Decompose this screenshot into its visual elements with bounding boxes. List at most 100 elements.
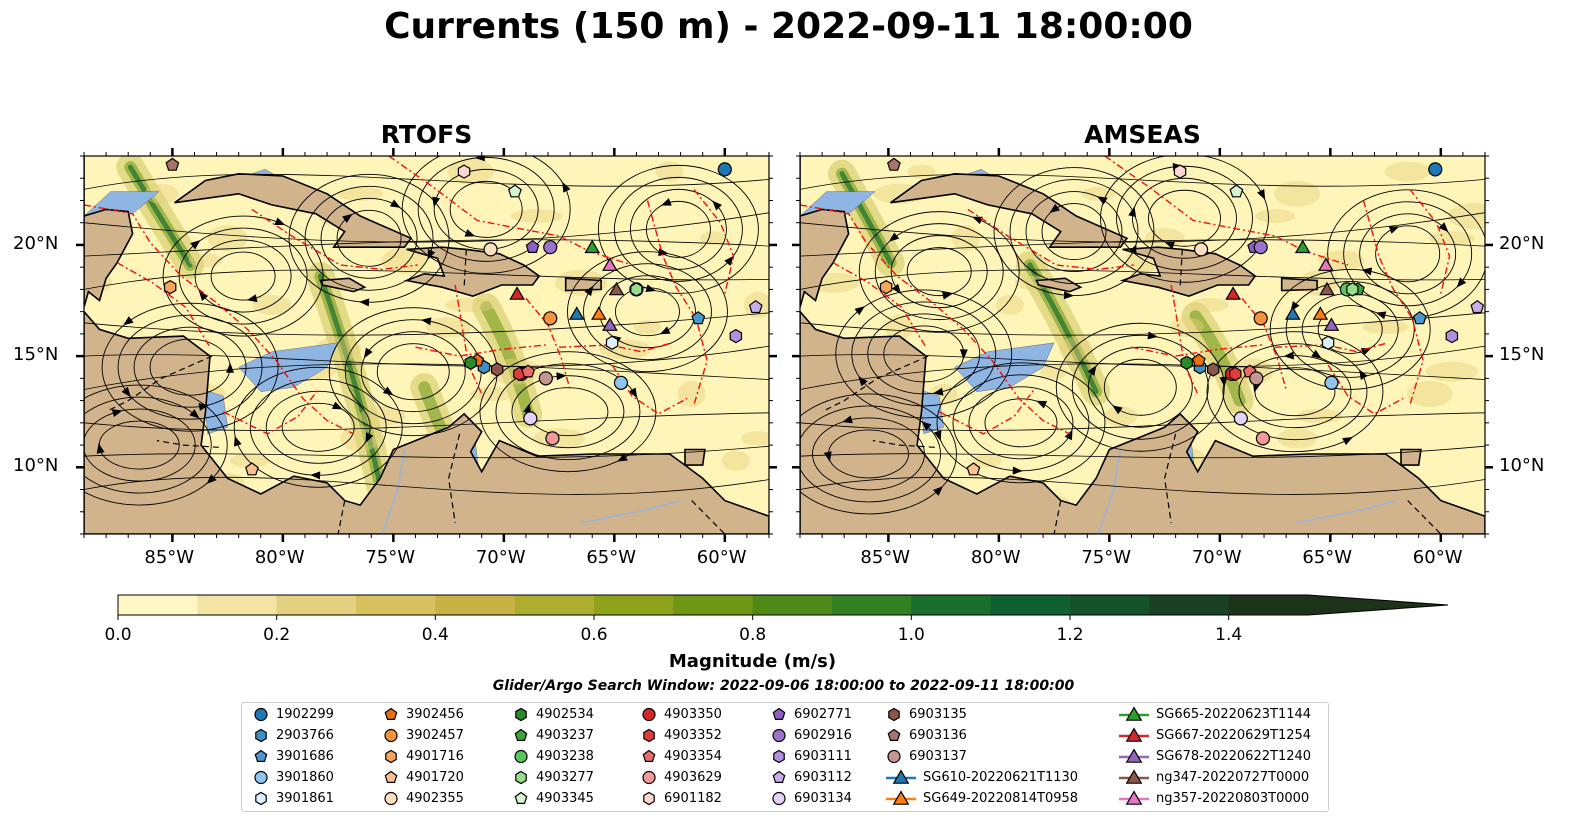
platform-marker-3902457[interactable] xyxy=(1253,311,1268,326)
legend-marker-symbol[interactable] xyxy=(384,770,398,783)
platform-marker-6903112[interactable] xyxy=(748,299,763,314)
platform-marker-4901716[interactable] xyxy=(163,280,177,295)
platform-marker-sg665-20220623t1144[interactable] xyxy=(584,239,601,254)
platform-marker-6903135[interactable] xyxy=(1207,362,1220,377)
platform-marker-ng357-20220803t0000[interactable] xyxy=(1318,257,1334,271)
legend-marker-symbol[interactable] xyxy=(772,770,786,783)
platform-marker-3901861[interactable] xyxy=(605,335,619,350)
platform-marker-1902299[interactable] xyxy=(717,162,732,177)
platform-marker-6902771[interactable] xyxy=(525,239,540,254)
platform-marker-3901860[interactable] xyxy=(1324,375,1339,390)
platform-marker-6903136[interactable] xyxy=(886,157,901,171)
legend-marker-symbol[interactable] xyxy=(384,707,398,720)
platform-marker-6903136[interactable] xyxy=(165,157,180,171)
legend-marker-symbol[interactable] xyxy=(255,791,267,806)
platform-marker-4902534[interactable] xyxy=(1180,355,1193,370)
platform-marker-6903135[interactable] xyxy=(491,362,504,377)
legend-marker-symbol[interactable] xyxy=(1125,727,1143,742)
platform-marker-3902457[interactable] xyxy=(543,311,558,326)
legend-marker-symbol[interactable] xyxy=(515,770,527,785)
streamline-arrow xyxy=(712,200,722,211)
map-panel-amseas[interactable] xyxy=(780,146,1505,544)
platform-marker-3901686[interactable] xyxy=(691,311,706,325)
platform-marker-6903137[interactable] xyxy=(538,371,553,386)
legend-marker-symbol[interactable] xyxy=(642,770,656,785)
legend-marker-symbol[interactable] xyxy=(888,707,900,722)
platform-marker-4903629[interactable] xyxy=(1255,431,1271,446)
legend-marker-symbol[interactable] xyxy=(254,770,268,785)
platform-marker-4901716[interactable] xyxy=(879,280,893,295)
legend-marker-symbol[interactable] xyxy=(254,707,268,722)
legend-label: SG678-20220622T1240 xyxy=(1156,748,1312,764)
legend-marker-symbol[interactable] xyxy=(385,749,397,764)
legend-marker-symbol[interactable] xyxy=(643,791,655,806)
platform-marker-sg667-20220629t1254[interactable] xyxy=(509,286,525,300)
platform-marker-sg678-20220622t1240[interactable] xyxy=(602,317,618,331)
platform-marker-sg649-20220814t0958[interactable] xyxy=(1312,306,1329,320)
platform-marker-4903629[interactable] xyxy=(545,431,560,446)
legend-marker-symbol[interactable] xyxy=(514,749,528,764)
platform-marker-6903134[interactable] xyxy=(1233,411,1248,426)
platform-marker-4903352[interactable] xyxy=(1229,366,1242,382)
platform-marker-sg649-20220814t0958[interactable] xyxy=(591,306,607,320)
platform-marker-6903111[interactable] xyxy=(729,328,743,344)
platform-marker-sg678-20220622t1240[interactable] xyxy=(1323,317,1340,331)
platform-marker-6903111[interactable] xyxy=(1445,328,1459,344)
legend-marker-symbol[interactable] xyxy=(1125,769,1143,784)
platform-marker-4901720[interactable] xyxy=(966,462,981,476)
legend-marker-symbol[interactable] xyxy=(514,791,528,804)
platform-marker-4903345[interactable] xyxy=(507,184,522,198)
legend-marker-symbol[interactable] xyxy=(254,749,268,762)
legend-marker-symbol[interactable] xyxy=(384,728,398,743)
legend-marker-symbol[interactable] xyxy=(515,707,527,722)
platform-marker-4902534[interactable] xyxy=(464,355,477,370)
platform-marker-4901720[interactable] xyxy=(245,462,259,476)
platform-marker-ng347-20220727t0000[interactable] xyxy=(608,281,625,296)
platform-marker-6903112[interactable] xyxy=(1470,299,1485,314)
platform-marker-3902456[interactable] xyxy=(1191,353,1206,367)
legend-marker-symbol[interactable] xyxy=(1125,790,1143,805)
platform-marker-4903354[interactable] xyxy=(521,364,536,378)
platform-marker-ng357-20220803t0000[interactable] xyxy=(602,257,618,271)
platform-marker-6902916[interactable] xyxy=(543,240,558,255)
legend-marker-symbol[interactable] xyxy=(887,749,901,764)
legend-marker-symbol[interactable] xyxy=(255,728,267,743)
legend-marker-symbol[interactable] xyxy=(887,728,901,741)
platform-marker-6901182[interactable] xyxy=(1173,164,1187,179)
platform-marker-6903137[interactable] xyxy=(1249,371,1264,386)
platform-marker-sg610-20220621t1130[interactable] xyxy=(1284,306,1301,320)
legend-marker-symbol[interactable] xyxy=(514,728,528,741)
magnitude-patch xyxy=(907,164,936,179)
platform-marker-4902355[interactable] xyxy=(483,242,498,257)
legend-marker-symbol[interactable] xyxy=(642,707,656,722)
legend-marker-symbol[interactable] xyxy=(772,707,786,720)
legend-marker-symbol[interactable] xyxy=(892,790,910,805)
legend-marker-symbol[interactable] xyxy=(1125,748,1143,763)
streamline xyxy=(84,312,769,336)
legend-marker-symbol[interactable] xyxy=(772,791,786,806)
platform-marker-sg665-20220623t1144[interactable] xyxy=(1294,239,1311,254)
platform-marker-4903277[interactable] xyxy=(630,282,643,297)
legend-marker-symbol[interactable] xyxy=(384,791,398,806)
platform-marker-4902355[interactable] xyxy=(1193,242,1209,257)
legend-marker-symbol[interactable] xyxy=(1125,706,1143,721)
legend-marker-symbol[interactable] xyxy=(642,749,656,762)
platform-marker-6903134[interactable] xyxy=(523,411,538,426)
platform-marker-6901182[interactable] xyxy=(457,164,471,179)
platform-marker-sg610-20220621t1130[interactable] xyxy=(568,306,585,320)
magnitude-patch xyxy=(469,386,516,401)
platform-marker-ng347-20220727t0000[interactable] xyxy=(1319,281,1335,296)
platform-marker-4903345[interactable] xyxy=(1229,184,1244,198)
legend-marker-symbol[interactable] xyxy=(772,728,786,743)
platform-marker-1902299[interactable] xyxy=(1428,162,1443,177)
platform-marker-3901860[interactable] xyxy=(613,375,629,390)
map-panel-rtofs[interactable] xyxy=(64,146,789,544)
legend-marker-symbol[interactable] xyxy=(643,728,655,743)
platform-marker-3901686[interactable] xyxy=(1412,311,1427,325)
legend-marker-symbol[interactable] xyxy=(892,769,910,784)
platform-marker-4903277[interactable] xyxy=(1346,282,1359,297)
platform-marker-3901861[interactable] xyxy=(1321,335,1335,350)
platform-marker-sg667-20220629t1254[interactable] xyxy=(1225,286,1241,300)
platform-marker-6902916[interactable] xyxy=(1253,240,1268,255)
legend-marker-symbol[interactable] xyxy=(773,749,785,764)
